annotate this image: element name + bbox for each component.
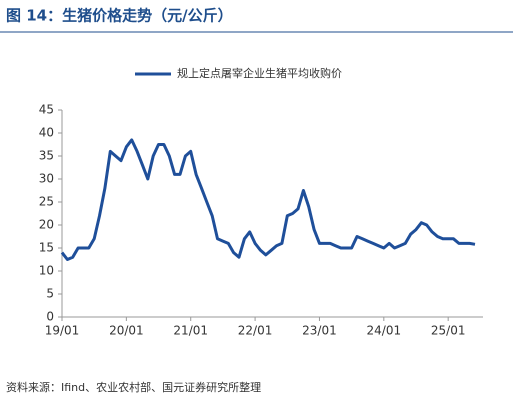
chart-title: 图 14：生猪价格走势（元/公斤） — [6, 7, 233, 25]
y-tick-label: 5 — [46, 287, 54, 301]
x-tick-label: 20/01 — [109, 324, 144, 338]
y-tick-label: 0 — [46, 310, 54, 324]
y-tick-label: 40 — [39, 126, 54, 140]
y-tick-label: 35 — [39, 149, 54, 163]
source-note: 资料来源：Ifind、农业农村部、国元证券研究所整理 — [6, 380, 261, 394]
y-tick-label: 45 — [39, 103, 54, 117]
y-tick-label: 25 — [39, 195, 54, 209]
x-tick-label: 22/01 — [238, 324, 273, 338]
x-tick-label: 21/01 — [173, 324, 208, 338]
x-tick-label: 25/01 — [431, 324, 466, 338]
y-tick-label: 30 — [39, 172, 54, 186]
x-tick-label: 19/01 — [45, 324, 80, 338]
series-line — [60, 138, 476, 261]
y-tick-label: 20 — [39, 218, 54, 232]
y-tick-label: 15 — [39, 241, 54, 255]
x-tick-label: 24/01 — [367, 324, 402, 338]
legend-label: 规上定点屠宰企业生猪平均收购价 — [177, 66, 342, 80]
x-tick-label: 23/01 — [302, 324, 337, 338]
y-tick-label: 10 — [39, 264, 54, 278]
